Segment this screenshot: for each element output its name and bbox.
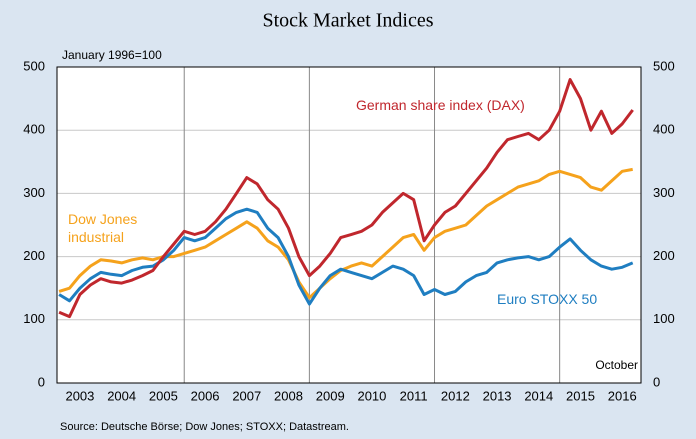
plot-area [57,67,641,383]
x-tick-label: 2003 [65,388,94,403]
x-tick-label: 2016 [608,388,637,403]
x-tick-label: 2009 [316,388,345,403]
y2-tick-label: 200 [653,248,675,263]
y2-tick-label: 500 [653,58,675,73]
annotation: October [595,358,638,372]
y-tick-label: 100 [23,311,45,326]
series-label: Dow Jones industrial [68,211,138,245]
y-tick-label: 400 [23,122,45,137]
series-line [58,207,634,306]
x-tick-label: 2014 [524,388,553,403]
y-tick-label: 300 [23,185,45,200]
x-tick-label: 2013 [483,388,512,403]
y-tick-label: 0 [38,374,45,389]
plot-frame [56,66,642,384]
series-label: Euro STOXX 50 [497,291,598,307]
x-tick-label: 2011 [400,388,428,403]
x-tick-label: 2004 [107,388,136,403]
x-tick-label: 2008 [274,388,303,403]
x-tick-label: 2005 [149,388,178,403]
subtitle: January 1996=100 [62,48,162,62]
y2-tick-label: 300 [653,185,675,200]
chart-title: Stock Market Indices [262,10,433,32]
y2-tick-label: 0 [653,374,660,389]
y-tick-label: 200 [23,248,45,263]
y-tick-label: 500 [23,58,45,73]
series-label: German share index (DAX) [356,97,525,113]
x-tick-label: 2006 [191,388,220,403]
source: Source: Deutsche Börse; Dow Jones; STOXX… [60,421,349,433]
x-tick-label: 2010 [357,388,386,403]
y2-tick-label: 400 [653,122,675,137]
x-tick-label: 2007 [232,388,261,403]
x-tick-label: 2015 [566,388,595,403]
series-line [58,78,634,319]
series-line [58,167,633,300]
y2-tick-label: 100 [653,311,675,326]
x-tick-label: 2012 [441,388,470,403]
